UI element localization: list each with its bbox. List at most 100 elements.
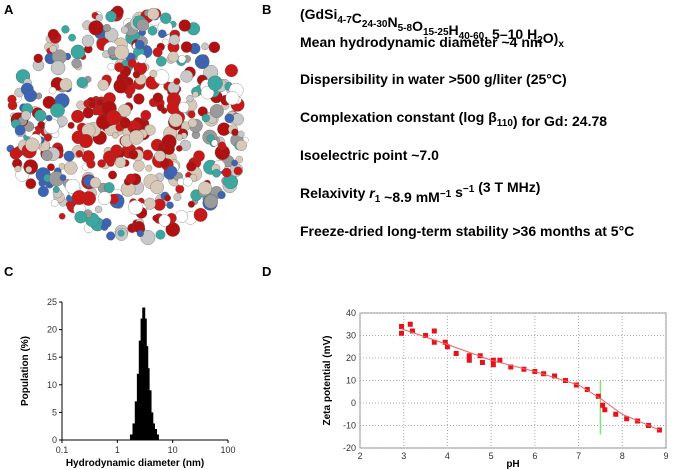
panel-label: D (262, 264, 271, 279)
atom (75, 150, 84, 158)
y-tick-label: 30 (346, 331, 356, 341)
atom (24, 89, 37, 103)
x-tick-label: 4 (445, 451, 450, 461)
atom (212, 168, 221, 178)
atom (150, 180, 164, 195)
text-run: (GdSi (300, 6, 337, 22)
atom (235, 139, 247, 151)
atom (161, 38, 169, 46)
molecule-image (6, 5, 249, 245)
text-run: Isoelectric point ~7.0 (300, 147, 439, 163)
subscript: 1 (375, 194, 381, 205)
text-run: H (449, 22, 459, 38)
atom (147, 25, 158, 36)
x-tick-label: 7 (576, 451, 581, 461)
subscript: 40-60 (459, 31, 485, 42)
atom (45, 114, 53, 122)
atom (224, 64, 238, 78)
atom (105, 10, 117, 23)
atom (201, 42, 209, 51)
x-tick-label: 6 (532, 451, 537, 461)
atom (225, 91, 240, 105)
atom (117, 229, 125, 237)
atom (86, 159, 96, 169)
point (409, 328, 415, 334)
atom (41, 149, 53, 162)
atom (37, 121, 46, 130)
atom (102, 23, 111, 32)
point (466, 353, 472, 359)
atom (134, 39, 145, 50)
atom (140, 230, 156, 245)
atom (7, 94, 17, 104)
atom (166, 165, 178, 178)
y-tick-label: 0 (52, 435, 57, 445)
point (407, 321, 413, 327)
subscript: 110 (497, 118, 514, 129)
atom (128, 149, 139, 160)
atom (114, 62, 124, 72)
atom (233, 166, 243, 176)
text-run: Mean hydrodynamic diameter ~4 nm (300, 34, 542, 50)
x-tick-label: 5 (489, 451, 494, 461)
atom (68, 33, 76, 42)
atom (9, 147, 22, 160)
property-line: Dispersibility in water >500 g/liter (25… (300, 71, 567, 87)
atom (136, 18, 150, 32)
atom (120, 26, 129, 34)
bar (150, 412, 154, 440)
atom (168, 113, 183, 128)
atom (112, 132, 119, 139)
x-axis-label: pH (506, 459, 519, 470)
point (584, 387, 590, 392)
text-run: C (352, 10, 362, 26)
x-tick-label: 2 (357, 451, 362, 461)
atom (89, 177, 101, 189)
atom (132, 70, 141, 79)
atom (209, 104, 224, 119)
atom (50, 60, 66, 76)
property-line: Freeze-dried long-term stability >36 mon… (300, 223, 634, 239)
y-tick-label: 0 (351, 398, 356, 408)
atom (147, 7, 160, 21)
atom (82, 107, 94, 119)
atom (71, 109, 85, 123)
atom (47, 28, 60, 41)
atom (186, 94, 194, 103)
atom (64, 161, 78, 175)
atom (59, 174, 67, 181)
atom (157, 29, 167, 39)
x-tick-label: 9 (663, 451, 668, 461)
atom (74, 210, 87, 224)
atom (103, 182, 115, 194)
atom (49, 45, 57, 53)
atom (186, 161, 197, 172)
y-axis-label: Population (%) (20, 336, 31, 406)
bar (155, 434, 159, 440)
atom (78, 134, 93, 149)
x-tick-label: 1 (115, 445, 120, 455)
point (600, 402, 606, 408)
atom (192, 91, 199, 98)
point (399, 330, 405, 336)
text-run: Dispersibility in water >500 g/liter (25… (300, 71, 567, 87)
point (508, 364, 514, 370)
point (453, 351, 459, 356)
atom (71, 190, 87, 205)
atom (200, 86, 215, 100)
atom (88, 100, 96, 109)
atom (25, 178, 37, 190)
point (479, 360, 485, 365)
atom (142, 149, 154, 161)
panel-label: B (262, 2, 271, 17)
atom (183, 176, 193, 187)
text-run: ) for Gd: 24.78 (513, 113, 607, 129)
atom (61, 25, 70, 34)
y-tick-label: 10 (346, 376, 356, 386)
point (573, 382, 579, 388)
bar (140, 318, 144, 440)
atom (58, 212, 66, 220)
x-tick-label: 3 (401, 451, 406, 461)
y-tick-label: 15 (47, 352, 57, 362)
subscript: x (558, 39, 564, 50)
